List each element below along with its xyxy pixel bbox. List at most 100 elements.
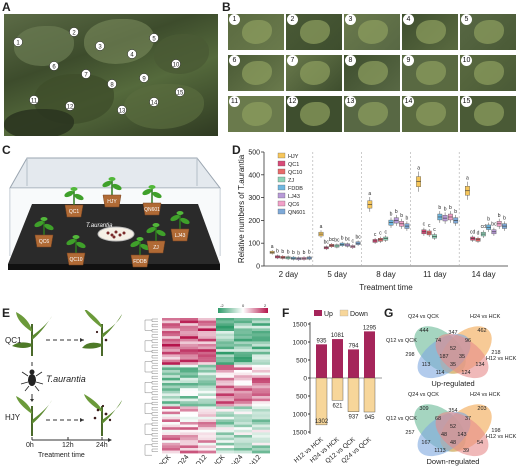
heatmap-cell (198, 380, 216, 384)
heatmap-cell (234, 372, 252, 376)
heatmap-cell (180, 372, 198, 376)
venn-count: 113 (422, 362, 431, 368)
heatmap-cell (252, 362, 270, 365)
dendrogram-branch (151, 370, 158, 374)
heatmap-cell (234, 450, 252, 454)
heatmap-col-label-QCK: QCK (157, 454, 172, 464)
heatmap-cell (162, 390, 180, 394)
heatmap-cell (180, 390, 198, 394)
legend-label-down: Down (350, 311, 368, 318)
heatmap-cell (252, 422, 270, 425)
thumbnail-number: 10 (461, 55, 472, 66)
heatmap-cell (198, 424, 216, 428)
bar-down-3 (363, 377, 376, 413)
pot-QC10 (66, 252, 86, 266)
significance-letter: b (303, 250, 306, 256)
heatmap-cell (252, 406, 270, 410)
pot-label: HJY (107, 199, 117, 205)
legend-swatch-LJ43 (277, 192, 286, 199)
significance-letter: b (281, 249, 284, 255)
x-tick-label: 5 day (327, 270, 347, 279)
heatmap-cell (216, 375, 234, 378)
heatmap-cell (216, 370, 234, 373)
thumbnail-number: 5 (461, 14, 472, 25)
heatmap-cell (252, 403, 270, 407)
heatmap-cell (198, 323, 216, 326)
heatmap-cell (180, 341, 198, 345)
label-0h: 0h (26, 442, 34, 449)
bar-up-0 (316, 344, 327, 378)
photo-marker-label: 3 (98, 44, 102, 50)
venn-count: 39 (463, 448, 469, 454)
panel-label-f: F (282, 306, 290, 320)
venn-count: 68 (435, 416, 441, 422)
heatmap-cell (234, 325, 252, 329)
heatmap-cell (216, 328, 234, 332)
panel-label-d: D (232, 143, 241, 157)
heatmap-cell (216, 364, 234, 368)
heatmap-cell (162, 336, 180, 339)
heatmap-cell (234, 435, 252, 438)
significance-letter: b (503, 215, 506, 221)
venn-set-label: Q12 vs QCK (386, 416, 417, 422)
heatmap-cell (234, 422, 252, 425)
leaf (152, 223, 160, 227)
heatmap-cell (180, 401, 198, 404)
heatmap-cell (234, 333, 252, 337)
venn-count: 167 (421, 440, 430, 446)
heatmap-cell (234, 403, 252, 407)
heatmap-cell (234, 370, 252, 373)
heatmap-cell (198, 328, 216, 332)
heatmap-cell (180, 349, 198, 352)
photo-marker-11 (29, 95, 39, 105)
heatmap-cell (198, 442, 216, 446)
heatmap-cell (216, 401, 234, 404)
heatmap-cell (216, 445, 234, 449)
dendrogram-branch (151, 381, 158, 385)
heatmap-cell (198, 388, 216, 391)
leaf-thumbnail-15: 15 (460, 96, 516, 132)
heatmap-cell (216, 385, 234, 389)
leaf-thumbnail-9: 9 (402, 55, 458, 91)
significance-letter: b (395, 209, 398, 215)
venn-count: 74 (435, 338, 441, 344)
heatmap-cell (234, 380, 252, 384)
heatmap-cell (234, 331, 252, 334)
dendrogram-branch (151, 448, 158, 452)
heatmap-cell (252, 398, 270, 402)
pot-HJY (102, 194, 122, 208)
label-insect: T.aurantia (46, 374, 86, 384)
heatmap-cell (180, 331, 198, 334)
dendrogram-branch (144, 382, 152, 393)
heatmap-cell (234, 338, 252, 342)
heatmap-cell (198, 440, 216, 443)
heatmap-cell (180, 448, 198, 451)
heatmap-cell (234, 336, 252, 339)
heatmap-cell (216, 344, 234, 347)
heatmap-cell (180, 364, 198, 368)
pot-label: QC10 (69, 257, 82, 263)
significance-letter: b (487, 217, 490, 223)
pot-ZJ (146, 240, 166, 254)
significance-letter: b (406, 215, 409, 221)
heatmap-cell (180, 320, 198, 324)
leaf (140, 243, 150, 251)
heatmap-cell (252, 341, 270, 345)
bar-up-label: 935 (316, 338, 327, 344)
venn-count: 257 (405, 430, 414, 436)
heatmap-cell (234, 346, 252, 350)
heatmap-cell (162, 414, 180, 417)
venn-count: 218 (491, 350, 500, 356)
heatmap-cell (252, 344, 270, 347)
panel-label-b: B (222, 0, 231, 14)
venn-count: 1113 (434, 448, 445, 454)
plant-hjy-0h (16, 396, 52, 436)
heatmap-cell (216, 331, 234, 334)
heatmap-cell (198, 372, 216, 376)
significance-letter: a (466, 176, 469, 182)
significance-letter: bc (355, 234, 361, 240)
y-tick-label: 300 (248, 195, 260, 202)
significance-letter: c (423, 222, 426, 228)
heatmap-cell (162, 437, 180, 441)
